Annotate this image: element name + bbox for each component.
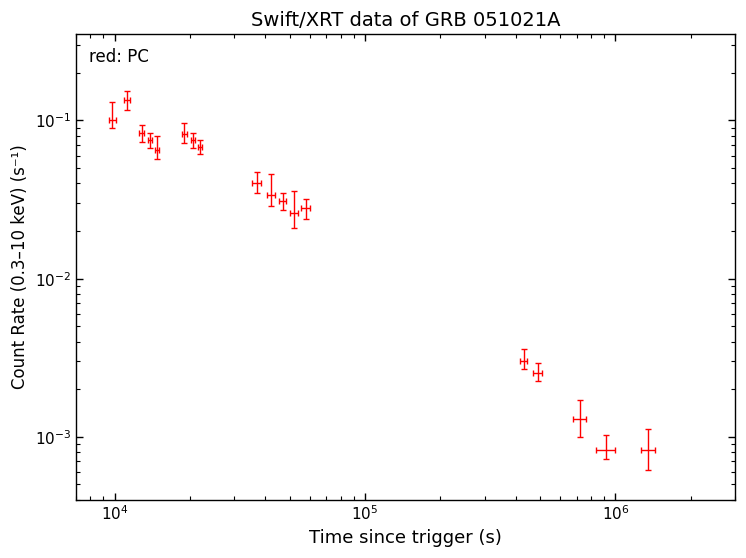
Y-axis label: Count Rate (0.3–10 keV) (s⁻¹): Count Rate (0.3–10 keV) (s⁻¹) [11,145,29,389]
Text: red: PC: red: PC [89,49,149,66]
X-axis label: Time since trigger (s): Time since trigger (s) [309,529,502,547]
Title: Swift/XRT data of GRB 051021A: Swift/XRT data of GRB 051021A [251,11,560,30]
